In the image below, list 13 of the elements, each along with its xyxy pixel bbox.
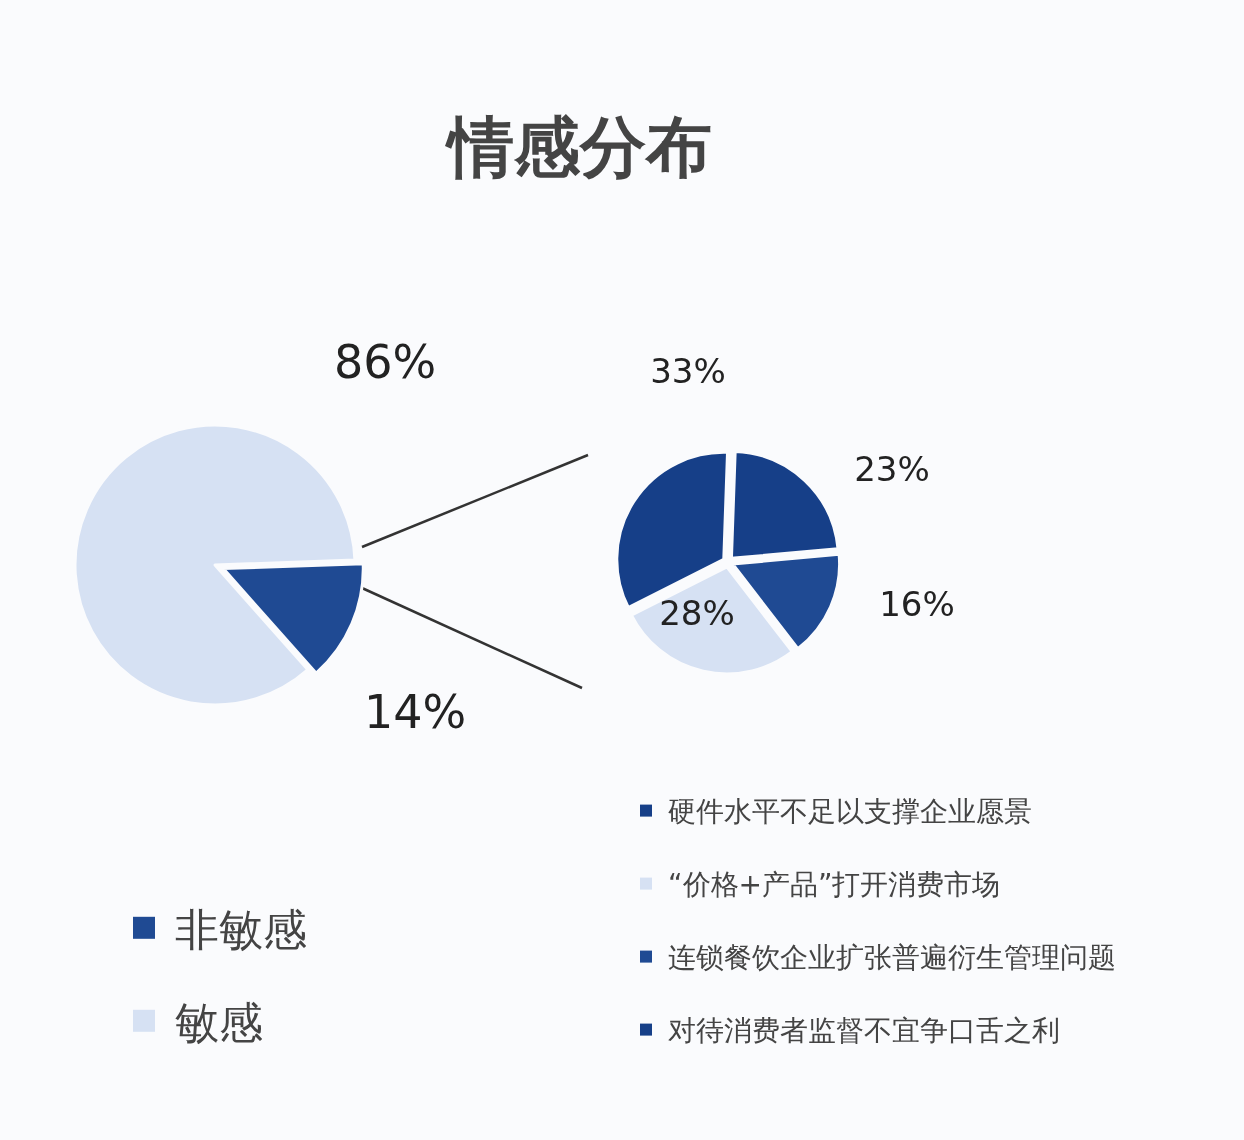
data-label: 23%: [854, 449, 930, 489]
legend-label: 对待消费者监督不宜争口舌之利: [668, 1014, 1060, 1048]
data-label: 16%: [879, 584, 955, 624]
legend-label: 非敏感: [175, 903, 307, 955]
legend-label: 硬件水平不足以支撑企业愿景: [668, 795, 1032, 829]
data-label: 28%: [659, 593, 735, 633]
legend-label: “价格+产品”打开消费市场: [668, 868, 1001, 902]
chart-title: 情感分布: [444, 109, 712, 186]
data-label: 33%: [650, 351, 726, 391]
data-label: 14%: [363, 685, 467, 739]
legend-label: 连锁餐饮企业扩张普遍衍生管理问题: [668, 941, 1116, 975]
data-label: 86%: [333, 335, 437, 389]
legend-label: 敏感: [175, 996, 263, 1048]
